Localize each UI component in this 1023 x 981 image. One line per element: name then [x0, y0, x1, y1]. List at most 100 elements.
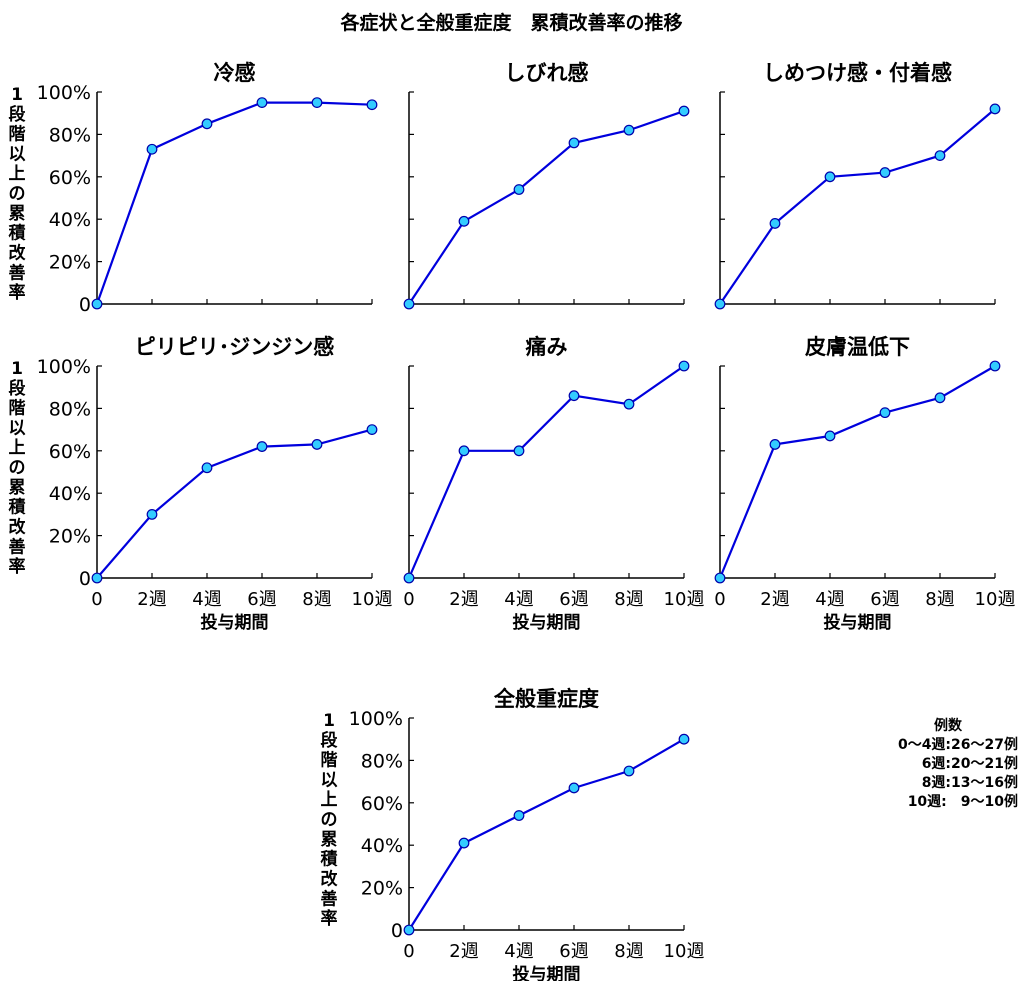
panel-2-point-2 — [513, 184, 525, 195]
panel-2-point-1 — [458, 215, 470, 227]
panel-5-title: 痛み — [526, 335, 568, 359]
panel-7-ylabel-char-2: 階 — [321, 751, 338, 771]
panel-1-ylabel-char-5: の — [9, 184, 26, 204]
panel-4-point-4 — [311, 439, 323, 450]
panel-5-point-4 — [623, 398, 635, 410]
panel-1-ytick-label-2: 40% — [49, 209, 91, 231]
panel-7-point-3 — [568, 782, 580, 794]
panel-1-point-4 — [311, 97, 323, 108]
panel-6-point-5 — [989, 360, 1001, 372]
panel-4-ylabel-char-9: 善 — [9, 536, 26, 557]
panel-5-xtick-label-4: 8週 — [614, 589, 643, 610]
panel-7-xtick-label-1: 2週 — [449, 941, 478, 962]
panel-4-ytick-label-4: 80% — [49, 398, 91, 420]
panel-7-ylabel-char-7: 積 — [321, 849, 339, 870]
panel-1-point-5 — [366, 99, 378, 111]
panel-6-xlabel: 投与期間 — [824, 612, 892, 633]
panel-7-ytick-label-3: 60% — [361, 793, 403, 815]
panel-4-ylabel-char-0: 1 — [11, 359, 23, 379]
panel-5-xtick-label-1: 2週 — [449, 589, 478, 610]
panel-6-point-3 — [879, 407, 891, 419]
panel-2-title: しびれ感 — [505, 61, 589, 85]
panel-7-series-line — [408, 738, 685, 931]
panel-4-xlabel: 投与期間 — [201, 612, 269, 633]
panel-5-point-2 — [513, 445, 525, 457]
panel-1-ylabel-char-10: 率 — [9, 282, 26, 303]
panel-7-point-5 — [678, 733, 690, 745]
notes-line-1: 0〜4週:26〜27例 — [897, 737, 1018, 753]
panel-1-ytick-label-5: 100% — [37, 82, 91, 104]
panel-4-xtick-label-3: 6週 — [247, 589, 276, 610]
panel-7-xtick-label-0: 0 — [403, 941, 414, 962]
panel-1-ylabel-char-0: 1 — [11, 85, 23, 105]
panel-7-xlabel: 投与期間 — [513, 964, 581, 981]
panel-4-xtick-label-2: 4週 — [192, 589, 221, 610]
panel-4-point-1 — [146, 509, 158, 520]
panel-7-xtick-label-2: 4週 — [504, 941, 533, 962]
panel-6-point-4 — [934, 392, 946, 404]
panel-7-ytick-label-0: 0 — [391, 920, 403, 942]
panel-4-ytick-label-5: 100% — [37, 356, 91, 378]
panel-7-ytick-label-4: 80% — [361, 750, 403, 772]
panel-6-xtick-label-1: 2週 — [760, 589, 789, 610]
panel-5-xtick-label-3: 6週 — [559, 589, 588, 610]
panel-7-point-2 — [513, 810, 525, 821]
notes-line-3: 8週:13〜16例 — [921, 775, 1018, 791]
panel-1-series-line — [95, 101, 373, 305]
panel-5-point-3 — [568, 390, 580, 402]
panel-3-point-5 — [989, 103, 1001, 115]
panel-1-ytick-label-4: 80% — [49, 124, 91, 146]
panel-1-ylabel-char-7: 積 — [9, 223, 27, 244]
panel-7-point-0 — [403, 924, 415, 936]
panel-4-series-line — [96, 428, 373, 579]
panel-1-point-0 — [91, 298, 103, 310]
panel-4-ylabel-char-4: 上 — [9, 438, 26, 458]
panel-4-ytick-label-1: 20% — [49, 526, 91, 548]
panel-6-series-line — [718, 365, 996, 579]
panel-4-ytick-label-2: 40% — [49, 483, 91, 505]
panel-3-point-3 — [879, 167, 891, 178]
panel-1-ylabel-char-1: 段 — [9, 104, 26, 125]
panel-4-xtick-label-1: 2週 — [137, 589, 166, 610]
panel-6-point-2 — [824, 430, 836, 442]
panel-5-xlabel: 投与期間 — [513, 612, 581, 633]
panel-5-xtick-label-5: 10週 — [664, 589, 705, 610]
panel-5-point-0 — [403, 572, 415, 584]
panel-7-ylabel-char-3: 以 — [321, 770, 338, 790]
panel-1-ylabel-char-9: 善 — [9, 262, 26, 283]
panel-7-ylabel-char-5: の — [321, 810, 338, 830]
panel-7-ylabel-char-6: 累 — [321, 830, 338, 850]
sample-size-notes: 例数 0〜4週:26〜27例 6週:20〜21例 8週:13〜16例 10週: … — [858, 717, 1018, 812]
panel-1-ylabel-char-8: 改 — [9, 242, 27, 263]
panel-7-ylabel-char-4: 上 — [321, 790, 338, 810]
panel-1-ylabel-char-2: 階 — [9, 125, 26, 145]
panel-4-xtick-label-4: 8週 — [302, 589, 331, 610]
panel-4-ylabel-char-5: の — [9, 458, 26, 478]
panel-4-ylabel-char-3: 以 — [9, 418, 26, 438]
panel-5-point-5 — [678, 360, 690, 372]
notes-title: 例数 — [934, 718, 962, 734]
panel-7-ytick-label-2: 40% — [361, 835, 403, 857]
panel-3-point-1 — [769, 218, 781, 229]
panel-3-series-line — [719, 108, 996, 305]
panel-7-ytick-label-5: 100% — [349, 708, 403, 730]
panel-1-ytick-label-0: 0 — [79, 294, 91, 316]
panel-6-xtick-label-3: 6週 — [870, 589, 899, 610]
panel-6-xtick-label-2: 4週 — [815, 589, 844, 610]
panel-7-ylabel-char-1: 段 — [321, 730, 338, 751]
panel-4-ytick-label-3: 60% — [49, 441, 91, 463]
panel-7-ylabel-char-9: 善 — [321, 888, 338, 909]
panel-7-point-1 — [458, 837, 470, 849]
panel-7-xtick-label-5: 10週 — [664, 941, 705, 962]
panel-6-point-0 — [714, 572, 726, 584]
panel-2-point-4 — [623, 124, 635, 136]
panel-3-point-0 — [714, 298, 726, 310]
panel-1-title: 冷感 — [214, 61, 256, 85]
panel-3-point-4 — [934, 150, 946, 162]
panel-4-xtick-label-5: 10週 — [352, 589, 393, 610]
figure-title: 各症状と全般重症度 累積改善率の推移 — [340, 12, 683, 34]
panel-1-ylabel-char-6: 累 — [9, 204, 26, 224]
panel-4-point-2 — [201, 462, 213, 474]
panel-2-series-line — [408, 110, 685, 305]
